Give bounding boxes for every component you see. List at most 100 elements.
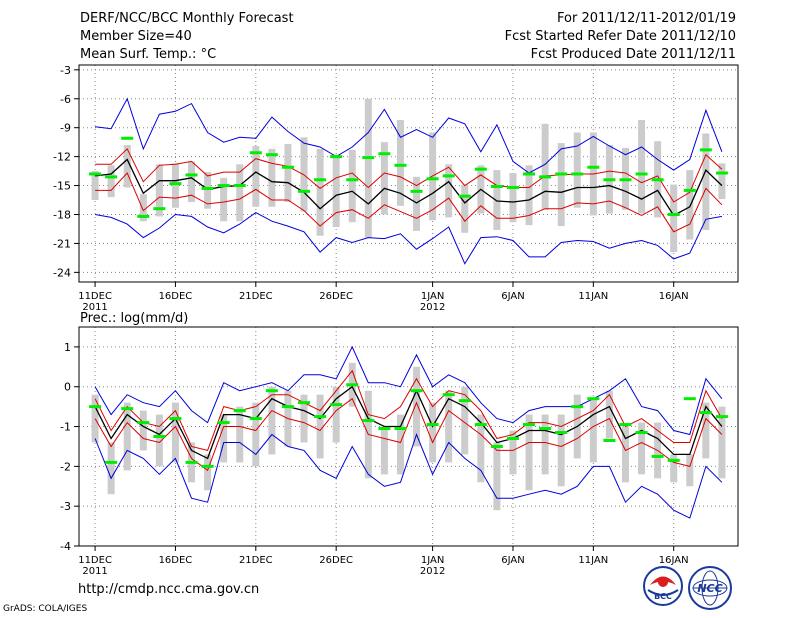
- spread-box: [332, 386, 340, 443]
- spread-box: [621, 426, 629, 483]
- spread-box: [171, 402, 179, 463]
- y-tick-label: -1: [60, 421, 71, 434]
- median-marker: [474, 423, 487, 427]
- median-marker: [571, 405, 584, 409]
- median-marker: [458, 194, 471, 198]
- median-marker: [523, 172, 536, 176]
- spread-box: [702, 402, 710, 459]
- y-tick-label: -15: [53, 180, 71, 193]
- median-marker: [346, 178, 359, 182]
- spread-box: [204, 172, 212, 209]
- y-tick-label: -21: [53, 237, 71, 250]
- spread-box: [445, 164, 453, 218]
- y-tick-label: 0: [64, 381, 71, 394]
- ncc-logo: NCC: [688, 566, 732, 610]
- spread-box: [380, 142, 388, 215]
- median-marker: [362, 419, 375, 423]
- series-min-line: [94, 433, 723, 519]
- spread-box: [236, 406, 244, 463]
- spread-box: [268, 148, 276, 207]
- x-tick-label: 26DEC: [319, 291, 353, 302]
- spread-box: [252, 146, 260, 207]
- median-marker: [490, 444, 503, 448]
- fcst-started-date: Fcst Started Refer Date 2011/12/10: [504, 29, 736, 44]
- spread-box: [188, 161, 196, 202]
- median-marker: [635, 431, 648, 435]
- series-max-line: [94, 345, 723, 436]
- spread-box: [670, 184, 678, 253]
- x-tick-sublabel: 2011: [82, 566, 107, 577]
- median-marker: [715, 171, 728, 175]
- median-marker: [314, 178, 327, 182]
- spread-box: [573, 132, 581, 208]
- forecast-period: For 2011/12/11-2012/01/19: [557, 11, 736, 26]
- median-marker: [490, 185, 503, 189]
- spread-box: [557, 414, 565, 487]
- median-marker: [121, 136, 134, 140]
- median-marker: [169, 182, 182, 186]
- median-marker: [89, 172, 102, 176]
- median-marker: [314, 415, 327, 419]
- spread-box: [477, 414, 485, 483]
- series-std-upper-line: [94, 369, 723, 451]
- spread-box: [268, 386, 276, 455]
- ncc-logo-text: NCC: [697, 582, 722, 595]
- y-tick-label: -12: [53, 151, 71, 164]
- spread-box: [461, 386, 469, 455]
- median-marker: [426, 423, 439, 427]
- median-marker: [281, 405, 294, 409]
- median-marker: [249, 417, 262, 421]
- median-marker: [587, 165, 600, 169]
- x-tick-sublabel: 2012: [420, 302, 445, 313]
- median-marker: [378, 152, 391, 156]
- median-marker: [506, 436, 519, 440]
- median-marker: [651, 178, 664, 182]
- median-marker: [185, 460, 198, 464]
- x-tick-label: 6JAN: [501, 291, 524, 302]
- spread-box: [155, 164, 163, 217]
- y-tick-label: -6: [60, 93, 71, 106]
- median-marker: [603, 438, 616, 442]
- spread-box: [718, 406, 726, 479]
- member-size: Member Size=40: [80, 29, 192, 44]
- median-marker: [555, 431, 568, 435]
- median-marker: [121, 407, 134, 411]
- spread-box: [252, 402, 260, 467]
- spread-box: [718, 163, 726, 200]
- spread-box: [91, 394, 99, 443]
- spread-box: [638, 119, 646, 214]
- spread-box: [702, 133, 710, 230]
- x-tick-label: 11DEC: [78, 291, 112, 302]
- median-marker: [217, 184, 230, 188]
- spread-box: [429, 402, 437, 463]
- series-min-line: [95, 212, 722, 265]
- spread-box: [348, 149, 356, 223]
- spread-box: [220, 414, 228, 463]
- spread-box: [155, 414, 163, 467]
- median-marker: [667, 212, 680, 216]
- source-url[interactable]: http://cmdp.ncc.cma.gov.cn: [78, 582, 260, 597]
- spread-box: [509, 173, 517, 223]
- bcc-logo: BCC: [643, 566, 683, 606]
- median-marker: [137, 421, 150, 425]
- median-marker: [571, 172, 584, 176]
- spread-box: [396, 414, 404, 475]
- spread-box: [461, 184, 469, 233]
- grads-credit: GrADS: COLA/IGES: [3, 604, 88, 614]
- median-marker: [539, 427, 552, 431]
- median-marker: [603, 178, 616, 182]
- y-tick-label: -18: [53, 208, 71, 221]
- y-tick-label: -24: [53, 266, 71, 279]
- spread-box: [316, 148, 324, 236]
- median-marker: [699, 411, 712, 415]
- median-marker: [394, 427, 407, 431]
- median-marker: [298, 401, 311, 405]
- spread-box: [204, 454, 212, 491]
- spread-box: [525, 165, 533, 226]
- spread-box: [493, 442, 501, 511]
- median-marker: [105, 460, 118, 464]
- series-max-line: [95, 97, 723, 174]
- median-marker: [362, 156, 375, 160]
- x-tick-label: 16JAN: [659, 291, 689, 302]
